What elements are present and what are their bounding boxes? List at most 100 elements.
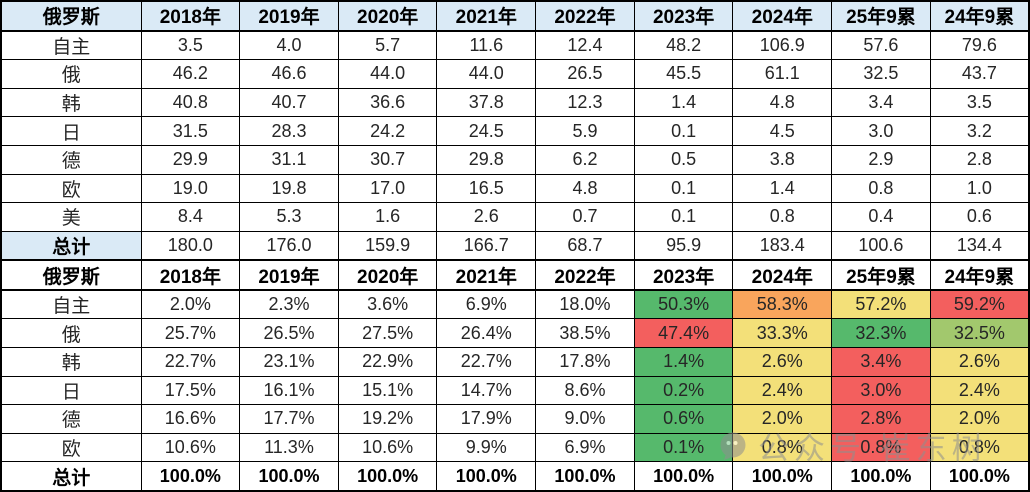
value-cell: 28.3: [239, 116, 339, 146]
value-cell: 33.3%: [732, 318, 833, 349]
value-cell: 79.6: [929, 30, 1030, 61]
value-cell: 0.7: [535, 202, 635, 232]
value-cell: 100.0%: [239, 461, 339, 492]
sales-volume-header-row: 俄罗斯 2018年 2019年 2020年 2021年 2022年 2023年 2024年 25…: [0, 0, 1030, 32]
value-cell: 30.7: [337, 144, 438, 175]
value-cell: 11.6: [436, 30, 537, 61]
value-cell: 4.5: [732, 116, 833, 146]
value-cell: 3.0: [831, 116, 931, 146]
value-cell: 1.4: [633, 87, 734, 118]
value-cell: 10.6%: [337, 432, 438, 463]
row-label-cell: 韩: [0, 347, 142, 377]
value-cell: 16.5: [436, 173, 537, 204]
column-header: 24年9累: [929, 259, 1030, 291]
value-cell: 3.2: [929, 116, 1030, 146]
value-cell: 1.6: [337, 202, 438, 232]
value-cell: 3.0%: [831, 375, 931, 406]
table-row: 欧 19.0 19.8 17.0 16.5 4.8 0.1 1.4 0.8 1.0: [0, 173, 1030, 204]
value-cell: 3.8: [732, 144, 833, 175]
row-label-cell: 俄: [0, 318, 142, 349]
value-cell: 0.1: [633, 173, 734, 204]
value-cell: 3.6%: [337, 289, 438, 320]
column-header: 2020年: [337, 0, 438, 32]
row-label-cell: 日: [0, 375, 142, 406]
table-row: 总计 180.0 176.0 159.9 166.7 68.7 95.9 183.4 100.6…: [0, 230, 1030, 261]
sales-volume-corner-header-cell: 俄罗斯: [0, 0, 142, 32]
value-cell: 19.0: [140, 173, 241, 204]
value-cell: 100.6: [831, 230, 931, 261]
value-cell: 32.3%: [831, 318, 931, 349]
value-cell: 5.7: [337, 30, 438, 61]
value-cell: 3.4%: [831, 347, 931, 377]
value-cell: 100.0%: [831, 461, 931, 492]
value-cell: 0.1: [633, 116, 734, 146]
value-cell: 100.0%: [337, 461, 438, 492]
value-cell: 10.6%: [140, 432, 241, 463]
value-cell: 12.3: [535, 87, 635, 118]
row-label-cell: 欧: [0, 173, 142, 204]
value-cell: 0.1: [633, 202, 734, 232]
column-header: 2019年: [239, 0, 339, 32]
value-cell: 2.6%: [929, 347, 1030, 377]
value-cell: 2.8: [929, 144, 1030, 175]
value-cell: 17.5%: [140, 375, 241, 406]
value-cell: 59.2%: [929, 289, 1030, 320]
value-cell: 0.4: [831, 202, 931, 232]
value-cell: 27.5%: [337, 318, 438, 349]
value-cell: 2.0%: [929, 404, 1030, 434]
value-cell: 0.2%: [633, 375, 734, 406]
column-header: 2024年: [732, 259, 833, 291]
column-header: 25年9累: [831, 259, 931, 291]
table-row: 自主 2.0% 2.3% 3.6% 6.9% 18.0% 50.3% 58.3% 57.2% 59…: [0, 289, 1030, 320]
column-header: 2019年: [239, 259, 339, 291]
column-header: 2018年: [140, 0, 241, 32]
value-cell: 6.9%: [436, 289, 537, 320]
value-cell: 2.8%: [831, 404, 931, 434]
value-cell: 180.0: [140, 230, 241, 261]
value-cell: 38.5%: [535, 318, 635, 349]
table-row: 德 29.9 31.1 30.7 29.8 6.2 0.5 3.8 2.9 2.8: [0, 144, 1030, 175]
value-cell: 5.9: [535, 116, 635, 146]
value-cell: 1.4%: [633, 347, 734, 377]
value-cell: 100.0%: [633, 461, 734, 492]
value-cell: 25.7%: [140, 318, 241, 349]
column-header: 2018年: [140, 259, 241, 291]
value-cell: 17.8%: [535, 347, 635, 377]
value-cell: 12.4: [535, 30, 635, 61]
value-cell: 48.2: [633, 30, 734, 61]
value-cell: 68.7: [535, 230, 635, 261]
value-cell: 183.4: [732, 230, 833, 261]
value-cell: 57.2%: [831, 289, 931, 320]
column-header: 2021年: [436, 0, 537, 32]
value-cell: 0.8%: [732, 432, 833, 463]
value-cell: 24.2: [337, 116, 438, 146]
value-cell: 2.6%: [732, 347, 833, 377]
column-header: 2020年: [337, 259, 438, 291]
column-header: 2022年: [535, 259, 635, 291]
value-cell: 100.0%: [140, 461, 241, 492]
column-header: 2024年: [732, 0, 833, 32]
value-cell: 0.8: [831, 173, 931, 204]
value-cell: 176.0: [239, 230, 339, 261]
table-row: 自主 3.5 4.0 5.7 11.6 12.4 48.2 106.9 57.6 79.6: [0, 30, 1030, 61]
value-cell: 17.9%: [436, 404, 537, 434]
value-cell: 4.8: [732, 87, 833, 118]
table-row: 德 16.6% 17.7% 19.2% 17.9% 9.0% 0.6% 2.0% 2.8% 2.0…: [0, 404, 1030, 434]
value-cell: 17.7%: [239, 404, 339, 434]
value-cell: 45.5: [633, 59, 734, 89]
sales-share-corner-header-cell: 俄罗斯: [0, 259, 142, 291]
value-cell: 15.1%: [337, 375, 438, 406]
row-label-cell: 总计: [0, 461, 142, 492]
value-cell: 95.9: [633, 230, 734, 261]
value-cell: 9.9%: [436, 432, 537, 463]
value-cell: 16.6%: [140, 404, 241, 434]
value-cell: 46.6: [239, 59, 339, 89]
value-cell: 6.2: [535, 144, 635, 175]
column-header: 25年9累: [831, 0, 931, 32]
value-cell: 159.9: [337, 230, 438, 261]
column-header: 2021年: [436, 259, 537, 291]
value-cell: 19.8: [239, 173, 339, 204]
value-cell: 50.3%: [633, 289, 734, 320]
value-cell: 29.8: [436, 144, 537, 175]
